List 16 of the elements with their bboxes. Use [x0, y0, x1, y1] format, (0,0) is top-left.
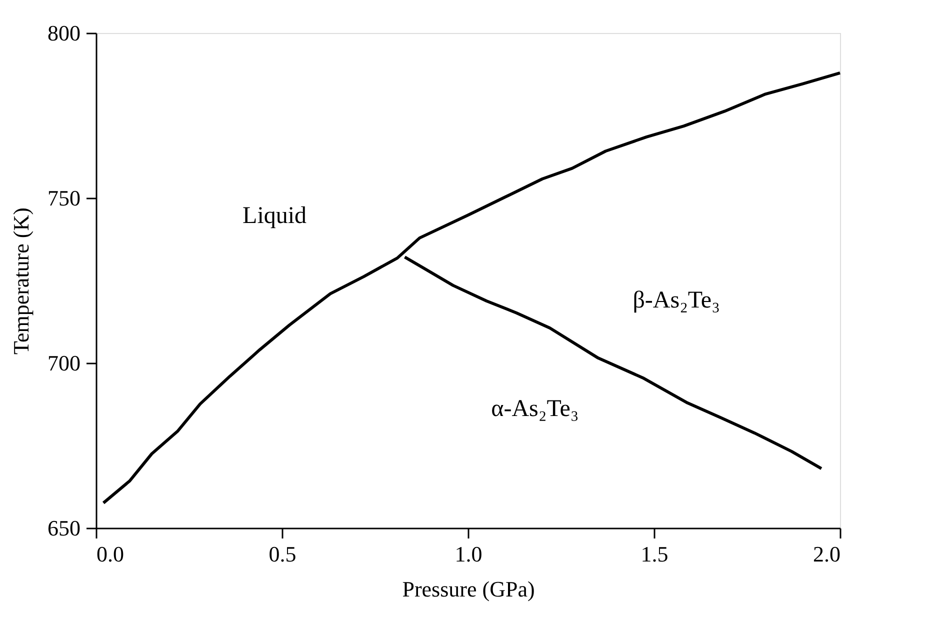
- x-tick-label: 0.0: [96, 542, 124, 566]
- y-axis-title: Temperature (K): [8, 208, 34, 354]
- x-axis-title: Pressure (GPa): [402, 576, 535, 602]
- y-tick-label: 700: [48, 350, 80, 376]
- x-tick-label: 0.5: [268, 542, 296, 566]
- y-tick-label: 750: [48, 186, 80, 210]
- line-series: [403, 256, 823, 470]
- x-tick-label: 1.0: [454, 542, 482, 566]
- y-tick-label: 650: [48, 516, 80, 540]
- x-tick-label: 2.0: [813, 542, 840, 566]
- x-tick-label: 1.5: [640, 542, 668, 566]
- y-tick-label: 800: [48, 20, 80, 46]
- line-series: [102, 71, 842, 504]
- annotation: β-As₂Te₃: [632, 287, 720, 314]
- annotation: Liquid: [242, 203, 307, 230]
- annotation: α-As₂Te₃: [491, 396, 579, 422]
